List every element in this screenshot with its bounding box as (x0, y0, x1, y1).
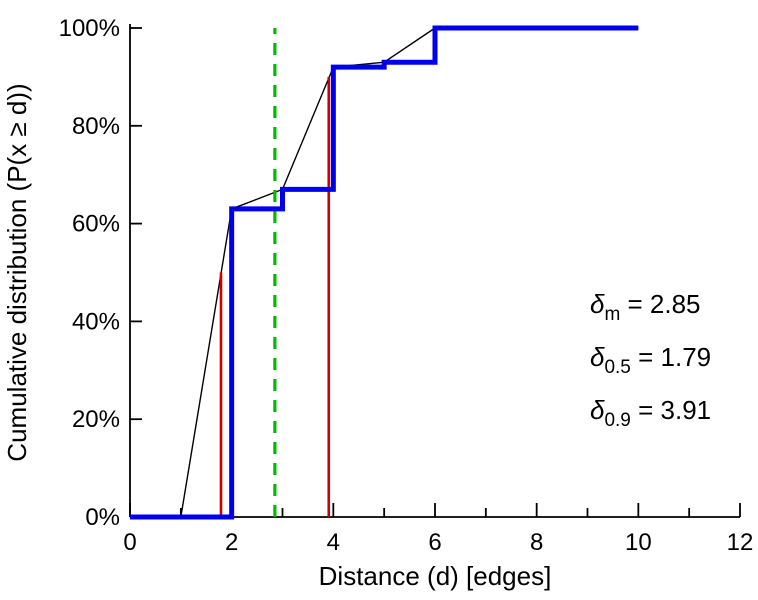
y-tick-label: 100% (59, 15, 120, 42)
y-tick-label: 60% (72, 211, 120, 238)
stats-annotations: δm = 2.85 δ0.5 = 1.79 δ0.9 = 3.91 (590, 289, 711, 431)
x-tick-label: 12 (727, 529, 754, 556)
x-tick-label: 8 (530, 529, 543, 556)
x-tick-label: 0 (123, 529, 136, 556)
x-tick-label: 2 (225, 529, 238, 556)
x-axis-title: Distance (d) [edges] (319, 561, 552, 591)
interpolation-line (180, 27, 639, 518)
x-tick-label: 6 (428, 529, 441, 556)
y-axis-title: Cumulative distribution (P(x ≥ d)) (2, 83, 32, 461)
y-axis-ticks: 0% 20% 40% 60% 80% 100% (59, 15, 142, 531)
cdf-step-line (130, 25, 639, 520)
y-tick-label: 20% (72, 406, 120, 433)
y-tick-label: 40% (72, 308, 120, 335)
annotation-delta-p90: δ0.9 = 3.91 (590, 395, 711, 431)
x-tick-label: 4 (327, 529, 340, 556)
y-tick-label: 0% (85, 504, 120, 531)
annotation-delta-mean: δm = 2.85 (590, 289, 701, 325)
x-axis-ticks: 0 2 4 6 8 10 12 (123, 503, 753, 556)
y-tick-label: 80% (72, 113, 120, 140)
annotation-delta-median: δ0.5 = 1.79 (590, 342, 711, 378)
x-tick-label: 10 (625, 529, 652, 556)
